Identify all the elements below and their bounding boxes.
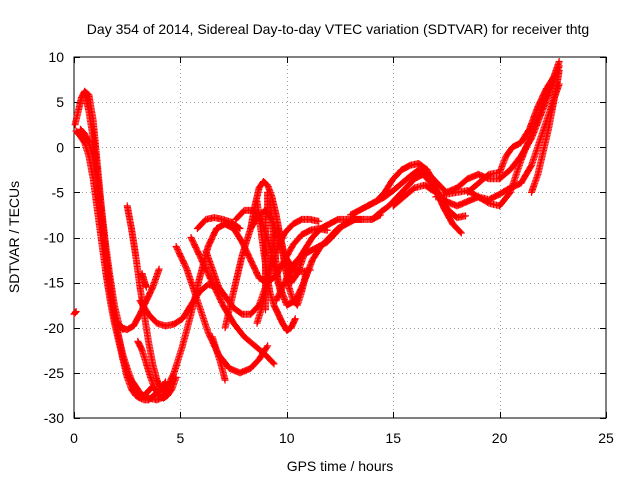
y-tick-label: -10 [44,230,64,246]
y-axis-label: SDTVAR / TECUs [6,181,22,293]
x-tick-label: 5 [177,430,185,446]
series-arc-33 [528,67,563,196]
series-arc-7 [123,202,170,398]
plot-frame [73,56,607,419]
data-point-markers [202,247,229,300]
series-arc-25 [283,215,359,287]
y-tick-label: 0 [56,139,64,155]
axis-ticks: 0 5 10 15 20 25 -30 -25 -20 -15 -10 -5 0 5 10 [44,49,614,446]
data-point-markers [208,333,229,384]
data-point-markers [81,89,127,334]
y-tick-label: -15 [44,275,64,291]
y-tick-label: -20 [44,320,64,336]
data-point-markers [193,214,244,232]
data-point-markers [464,71,559,196]
x-tick-label: 0 [70,430,78,446]
series-arc-16 [208,333,229,384]
y-tick-label: -5 [52,184,65,200]
data-point-markers [123,202,170,398]
y-tick-label: 5 [56,94,64,110]
x-tick-label: 15 [385,430,401,446]
series-arc-8 [134,337,180,402]
data-point-markers [266,197,284,296]
x-tick-label: 20 [492,430,508,446]
series-arc-32 [464,71,559,196]
data-point-markers [70,308,80,318]
series-arc-14 [193,214,244,232]
series-arc-5 [81,89,127,334]
data-point-markers [134,337,180,402]
x-tick-label: 25 [598,430,614,446]
y-tick-label: 10 [48,49,64,65]
series-arc-9 [138,270,150,291]
data-point-markers [528,67,563,196]
series-arc-15 [202,247,229,300]
x-axis-label: GPS time / hours [287,458,394,474]
data-markers [70,58,563,404]
series-arc-1 [70,308,80,318]
x-tick-label: 10 [279,430,295,446]
chart-title: Day 354 of 2014, Sidereal Day-to-day VTE… [87,21,589,37]
data-point-markers [283,215,359,287]
series-arc-23 [266,197,284,296]
data-point-markers [138,270,150,291]
y-tick-label: -25 [44,365,64,381]
y-tick-label: -30 [44,410,64,426]
